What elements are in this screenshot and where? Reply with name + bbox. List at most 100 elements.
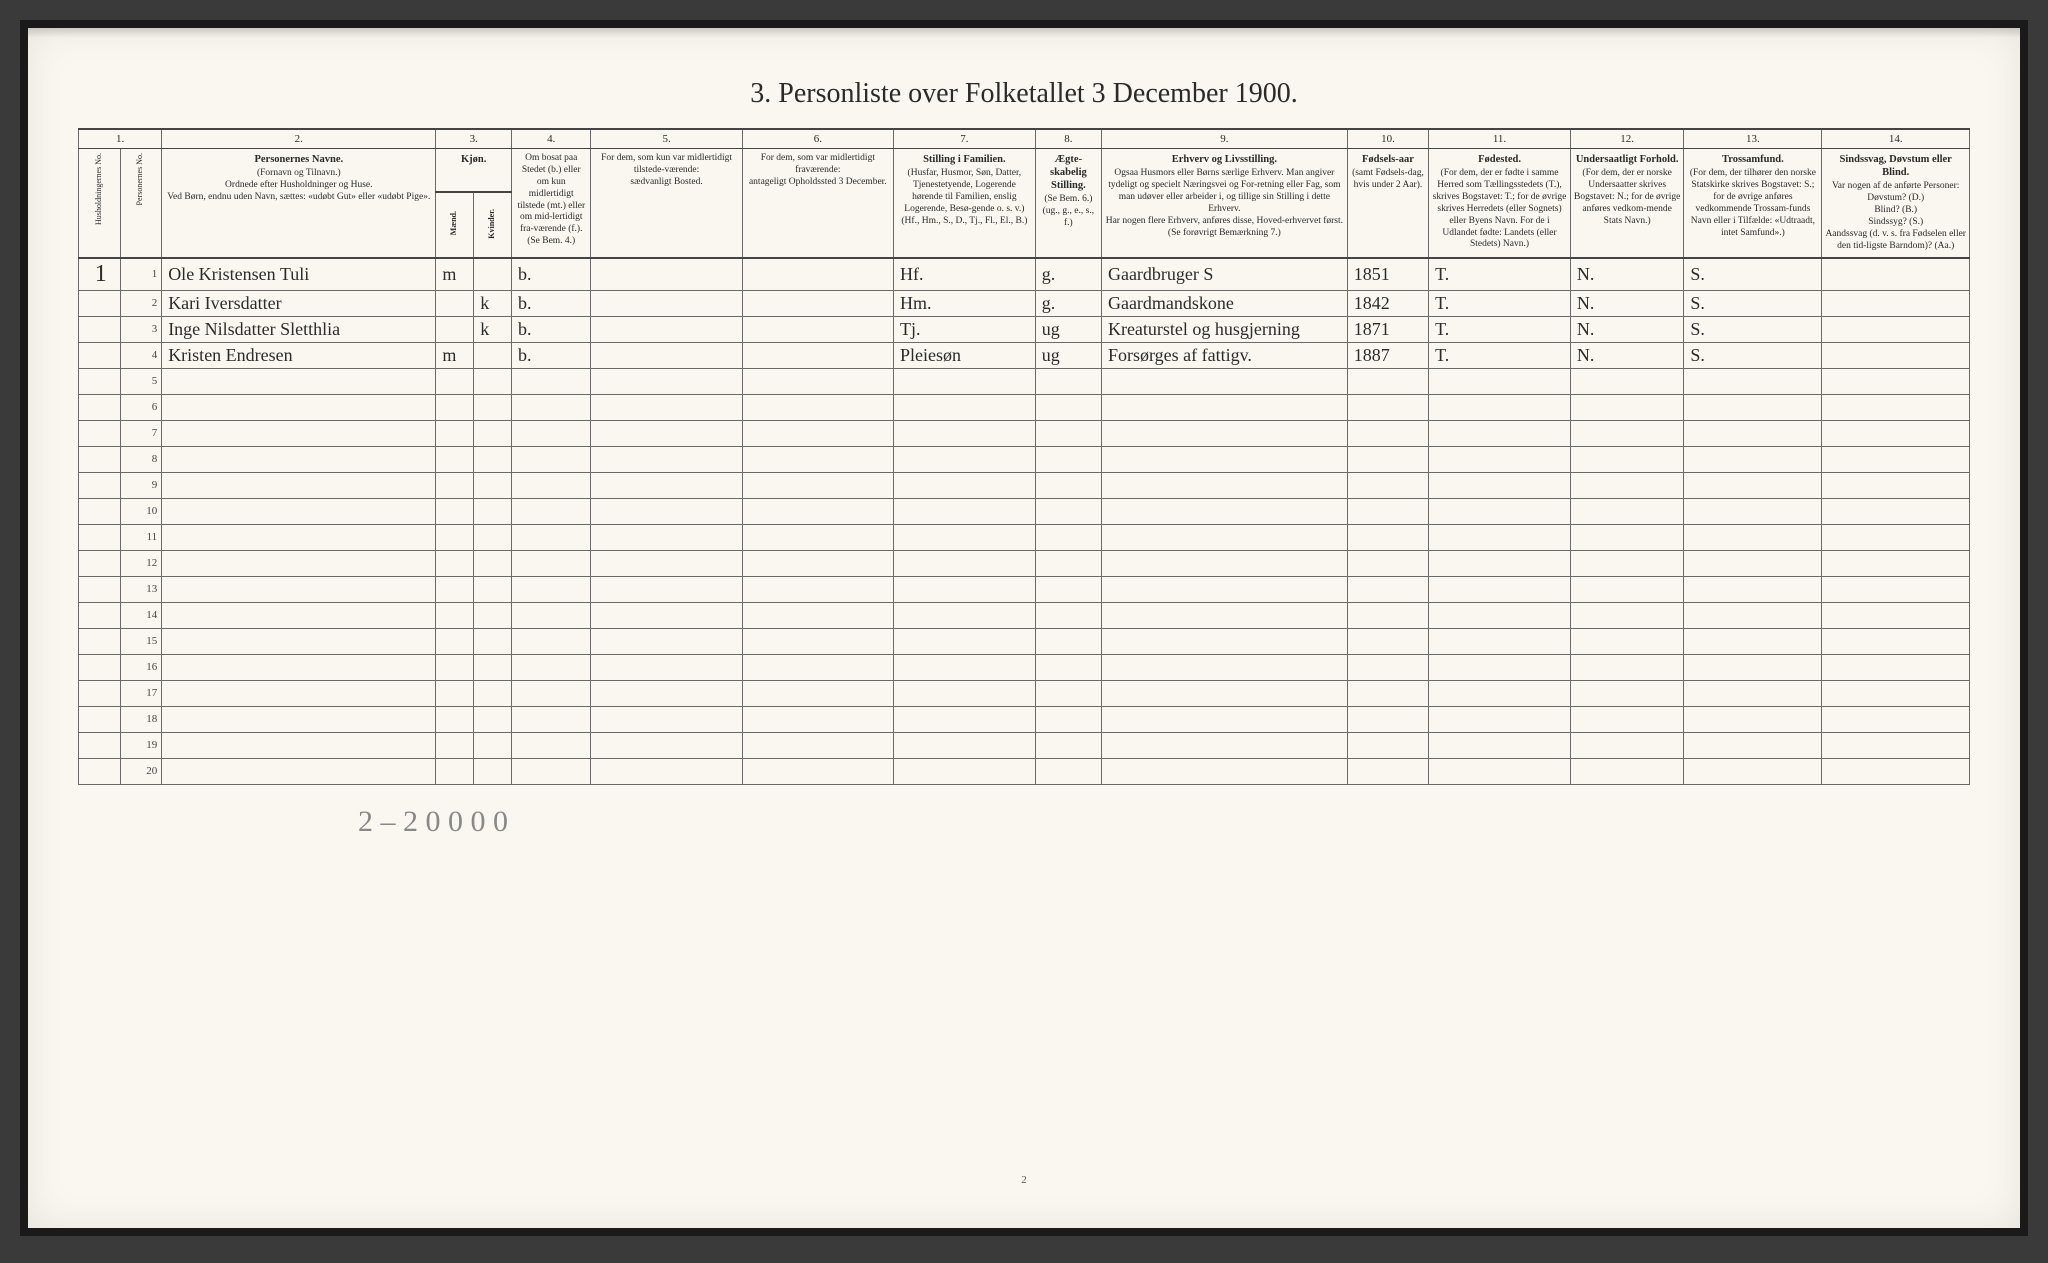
- cell-household: [79, 316, 121, 342]
- cell-empty: [1347, 576, 1428, 602]
- cell-empty: [1570, 680, 1683, 706]
- cell-empty: [162, 654, 436, 680]
- cell-person-no: 19: [120, 732, 162, 758]
- cell-birthplace: T.: [1429, 258, 1571, 291]
- hdr-family-pos: Stilling i Familien.(Husfar, Husmor, Søn…: [893, 149, 1035, 258]
- cell-person-no: 4: [120, 342, 162, 368]
- cell-empty: [1347, 498, 1428, 524]
- cell-empty: [1429, 472, 1571, 498]
- cell-empty: [1429, 576, 1571, 602]
- cell-empty: [1570, 394, 1683, 420]
- hdr-temp-present: For dem, som kun var midlertidigt tilste…: [591, 149, 742, 258]
- cell-occupation: Forsørges af fattigv.: [1101, 342, 1347, 368]
- cell-empty: [436, 550, 474, 576]
- cell-empty: [474, 654, 512, 680]
- cell-empty: [1101, 680, 1347, 706]
- cell-empty: [1101, 576, 1347, 602]
- cell-empty: [591, 628, 742, 654]
- cell-empty: [474, 628, 512, 654]
- cell-marital: ug: [1035, 316, 1101, 342]
- hdr-temp-absent: For dem, som var midlertidigt fraværende…: [742, 149, 893, 258]
- cell-empty: [1684, 446, 1822, 472]
- cell-empty: [1822, 420, 1970, 446]
- cell-empty: [436, 368, 474, 394]
- cell-marital: g.: [1035, 290, 1101, 316]
- cell-faith: S.: [1684, 342, 1822, 368]
- cell-empty: [512, 446, 591, 472]
- cell-empty: [1570, 420, 1683, 446]
- cell-temp-present: [591, 316, 742, 342]
- cell-person-no: 13: [120, 576, 162, 602]
- cell-sex-k: k: [474, 316, 512, 342]
- cell-empty: [1035, 420, 1101, 446]
- cell-household: [79, 706, 121, 732]
- cell-person-no: 11: [120, 524, 162, 550]
- cell-empty: [742, 420, 893, 446]
- cell-birthyear: 1842: [1347, 290, 1428, 316]
- cell-residence: b.: [512, 258, 591, 291]
- cell-empty: [1035, 524, 1101, 550]
- cell-empty: [474, 524, 512, 550]
- cell-household: [79, 524, 121, 550]
- cell-empty: [742, 680, 893, 706]
- hdr-sex-k: Kvinder.: [474, 192, 512, 258]
- cell-household: [79, 498, 121, 524]
- table-body: 11Ole Kristensen Tulimb.Hf.g.Gaardbruger…: [79, 258, 1970, 785]
- cell-empty: [1822, 758, 1970, 784]
- cell-empty: [512, 472, 591, 498]
- cell-empty: [474, 368, 512, 394]
- colnum-3: 3.: [436, 129, 512, 149]
- cell-empty: [512, 628, 591, 654]
- table-row-empty: 9: [79, 472, 1970, 498]
- cell-empty: [436, 420, 474, 446]
- cell-empty: [436, 472, 474, 498]
- cell-empty: [1347, 368, 1428, 394]
- cell-empty: [436, 654, 474, 680]
- cell-empty: [474, 498, 512, 524]
- cell-empty: [742, 472, 893, 498]
- cell-empty: [1429, 680, 1571, 706]
- cell-empty: [512, 758, 591, 784]
- cell-residence: b.: [512, 342, 591, 368]
- cell-household: [79, 576, 121, 602]
- cell-empty: [1347, 550, 1428, 576]
- cell-family-pos: Tj.: [893, 316, 1035, 342]
- header-text-row: Husholdningernes No. Personernes No. Per…: [79, 149, 1970, 192]
- cell-person-no: 16: [120, 654, 162, 680]
- cell-family-pos: Hf.: [893, 258, 1035, 291]
- cell-empty: [1684, 654, 1822, 680]
- cell-empty: [1684, 576, 1822, 602]
- hdr-birthyear: Fødsels-aar(samt Fødsels-dag, hvis under…: [1347, 149, 1428, 258]
- cell-empty: [893, 680, 1035, 706]
- cell-empty: [1347, 446, 1428, 472]
- cell-empty: [1035, 576, 1101, 602]
- cell-birthyear: 1887: [1347, 342, 1428, 368]
- cell-empty: [1347, 758, 1428, 784]
- cell-empty: [1684, 732, 1822, 758]
- cell-empty: [1822, 654, 1970, 680]
- cell-empty: [1684, 524, 1822, 550]
- cell-empty: [742, 654, 893, 680]
- cell-empty: [893, 628, 1035, 654]
- cell-empty: [1684, 420, 1822, 446]
- cell-empty: [1035, 602, 1101, 628]
- hdr-sex-m: Mænd.: [436, 192, 474, 258]
- cell-sex-m: [436, 316, 474, 342]
- printed-page-number: 2: [28, 1174, 2020, 1186]
- cell-temp-present: [591, 258, 742, 291]
- cell-sex-m: m: [436, 342, 474, 368]
- cell-empty: [512, 706, 591, 732]
- cell-person-no: 2: [120, 290, 162, 316]
- cell-empty: [1101, 732, 1347, 758]
- cell-empty: [893, 394, 1035, 420]
- cell-empty: [162, 368, 436, 394]
- cell-empty: [1429, 550, 1571, 576]
- cell-occupation: Gaardmandskone: [1101, 290, 1347, 316]
- cell-household: 1: [79, 258, 121, 291]
- cell-empty: [1429, 706, 1571, 732]
- cell-empty: [893, 550, 1035, 576]
- cell-empty: [1570, 758, 1683, 784]
- cell-empty: [1822, 446, 1970, 472]
- cell-empty: [1347, 420, 1428, 446]
- cell-empty: [512, 732, 591, 758]
